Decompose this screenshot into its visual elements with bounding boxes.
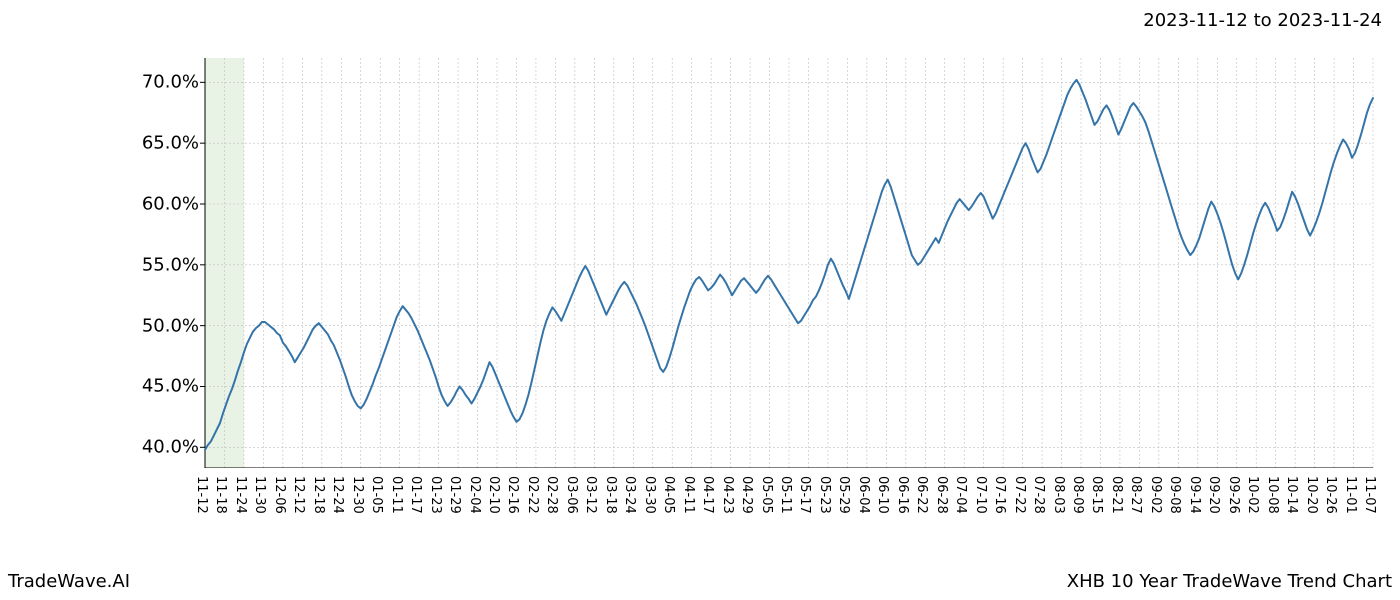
xtick-label: 02-22 (525, 476, 540, 514)
xtick-label: 01-23 (428, 476, 443, 514)
ytick-label: 70.0% (141, 72, 199, 93)
xtick-label: 05-29 (836, 476, 851, 514)
xtick-label: 03-12 (583, 476, 598, 514)
xtick-label: 07-22 (1012, 476, 1027, 514)
xtick-label: 11-07 (1362, 476, 1377, 514)
xtick-label: 12-24 (330, 476, 345, 514)
xtick-label: 04-29 (739, 476, 754, 514)
xtick-label: 12-30 (350, 476, 365, 514)
xtick-label: 04-11 (681, 476, 696, 514)
ytick-label: 45.0% (141, 376, 199, 397)
ytick-label: 65.0% (141, 133, 199, 154)
xtick-label: 03-30 (642, 476, 657, 514)
xtick-label: 07-04 (953, 476, 968, 514)
xtick-label: 09-26 (1226, 476, 1241, 514)
ytick-label: 60.0% (141, 193, 199, 214)
xtick-label: 06-28 (934, 476, 949, 514)
ytick-label: 40.0% (141, 437, 199, 458)
xtick-label: 09-02 (1148, 476, 1163, 514)
xtick-label: 08-03 (1051, 476, 1066, 514)
xtick-label: 08-27 (1128, 476, 1143, 514)
xtick-label: 12-18 (311, 476, 326, 514)
xtick-label: 01-05 (369, 476, 384, 514)
xtick-label: 08-15 (1089, 476, 1104, 514)
ytick-label: 50.0% (141, 315, 199, 336)
xtick-label: 11-24 (233, 476, 248, 514)
xtick-label: 11-01 (1343, 476, 1358, 514)
xtick-label: 06-10 (875, 476, 890, 514)
xtick-label: 09-14 (1187, 476, 1202, 514)
xtick-label: 01-11 (389, 476, 404, 514)
xtick-label: 04-17 (700, 476, 715, 514)
xtick-label: 10-14 (1284, 476, 1299, 514)
xtick-label: 03-06 (564, 476, 579, 514)
xtick-label: 07-10 (973, 476, 988, 514)
xtick-label: 09-20 (1206, 476, 1221, 514)
xtick-label: 02-16 (505, 476, 520, 514)
xtick-label: 05-05 (759, 476, 774, 514)
xtick-label: 10-20 (1304, 476, 1319, 514)
xtick-label: 02-28 (544, 476, 559, 514)
xtick-label: 06-16 (895, 476, 910, 514)
xtick-label: 10-02 (1245, 476, 1260, 514)
xtick-label: 12-06 (272, 476, 287, 514)
date-range-label: 2023-11-12 to 2023-11-24 (1143, 10, 1382, 31)
xtick-label: 01-29 (447, 476, 462, 514)
xtick-label: 11-18 (213, 476, 228, 514)
xtick-label: 05-23 (817, 476, 832, 514)
xtick-label: 09-08 (1167, 476, 1182, 514)
xtick-label: 04-23 (720, 476, 735, 514)
xtick-label: 01-17 (408, 476, 423, 514)
xtick-label: 06-22 (914, 476, 929, 514)
xtick-label: 02-04 (467, 476, 482, 514)
xtick-label: 04-05 (661, 476, 676, 514)
chart-title-label: XHB 10 Year TradeWave Trend Chart (1067, 571, 1392, 592)
xtick-label: 10-26 (1323, 476, 1338, 514)
trend-chart (65, 58, 1385, 468)
xtick-label: 11-12 (194, 476, 209, 514)
xtick-label: 08-09 (1070, 476, 1085, 514)
xtick-label: 03-18 (603, 476, 618, 514)
xtick-label: 07-28 (1031, 476, 1046, 514)
xtick-label: 10-08 (1265, 476, 1280, 514)
xtick-label: 06-04 (856, 476, 871, 514)
xtick-label: 07-16 (992, 476, 1007, 514)
xtick-label: 02-10 (486, 476, 501, 514)
xtick-label: 08-21 (1109, 476, 1124, 514)
xtick-label: 12-12 (291, 476, 306, 514)
xtick-label: 11-30 (252, 476, 267, 514)
ytick-label: 55.0% (141, 254, 199, 275)
xtick-label: 05-11 (778, 476, 793, 514)
brand-label: TradeWave.AI (8, 571, 130, 592)
xtick-label: 05-17 (797, 476, 812, 514)
xtick-label: 03-24 (622, 476, 637, 514)
